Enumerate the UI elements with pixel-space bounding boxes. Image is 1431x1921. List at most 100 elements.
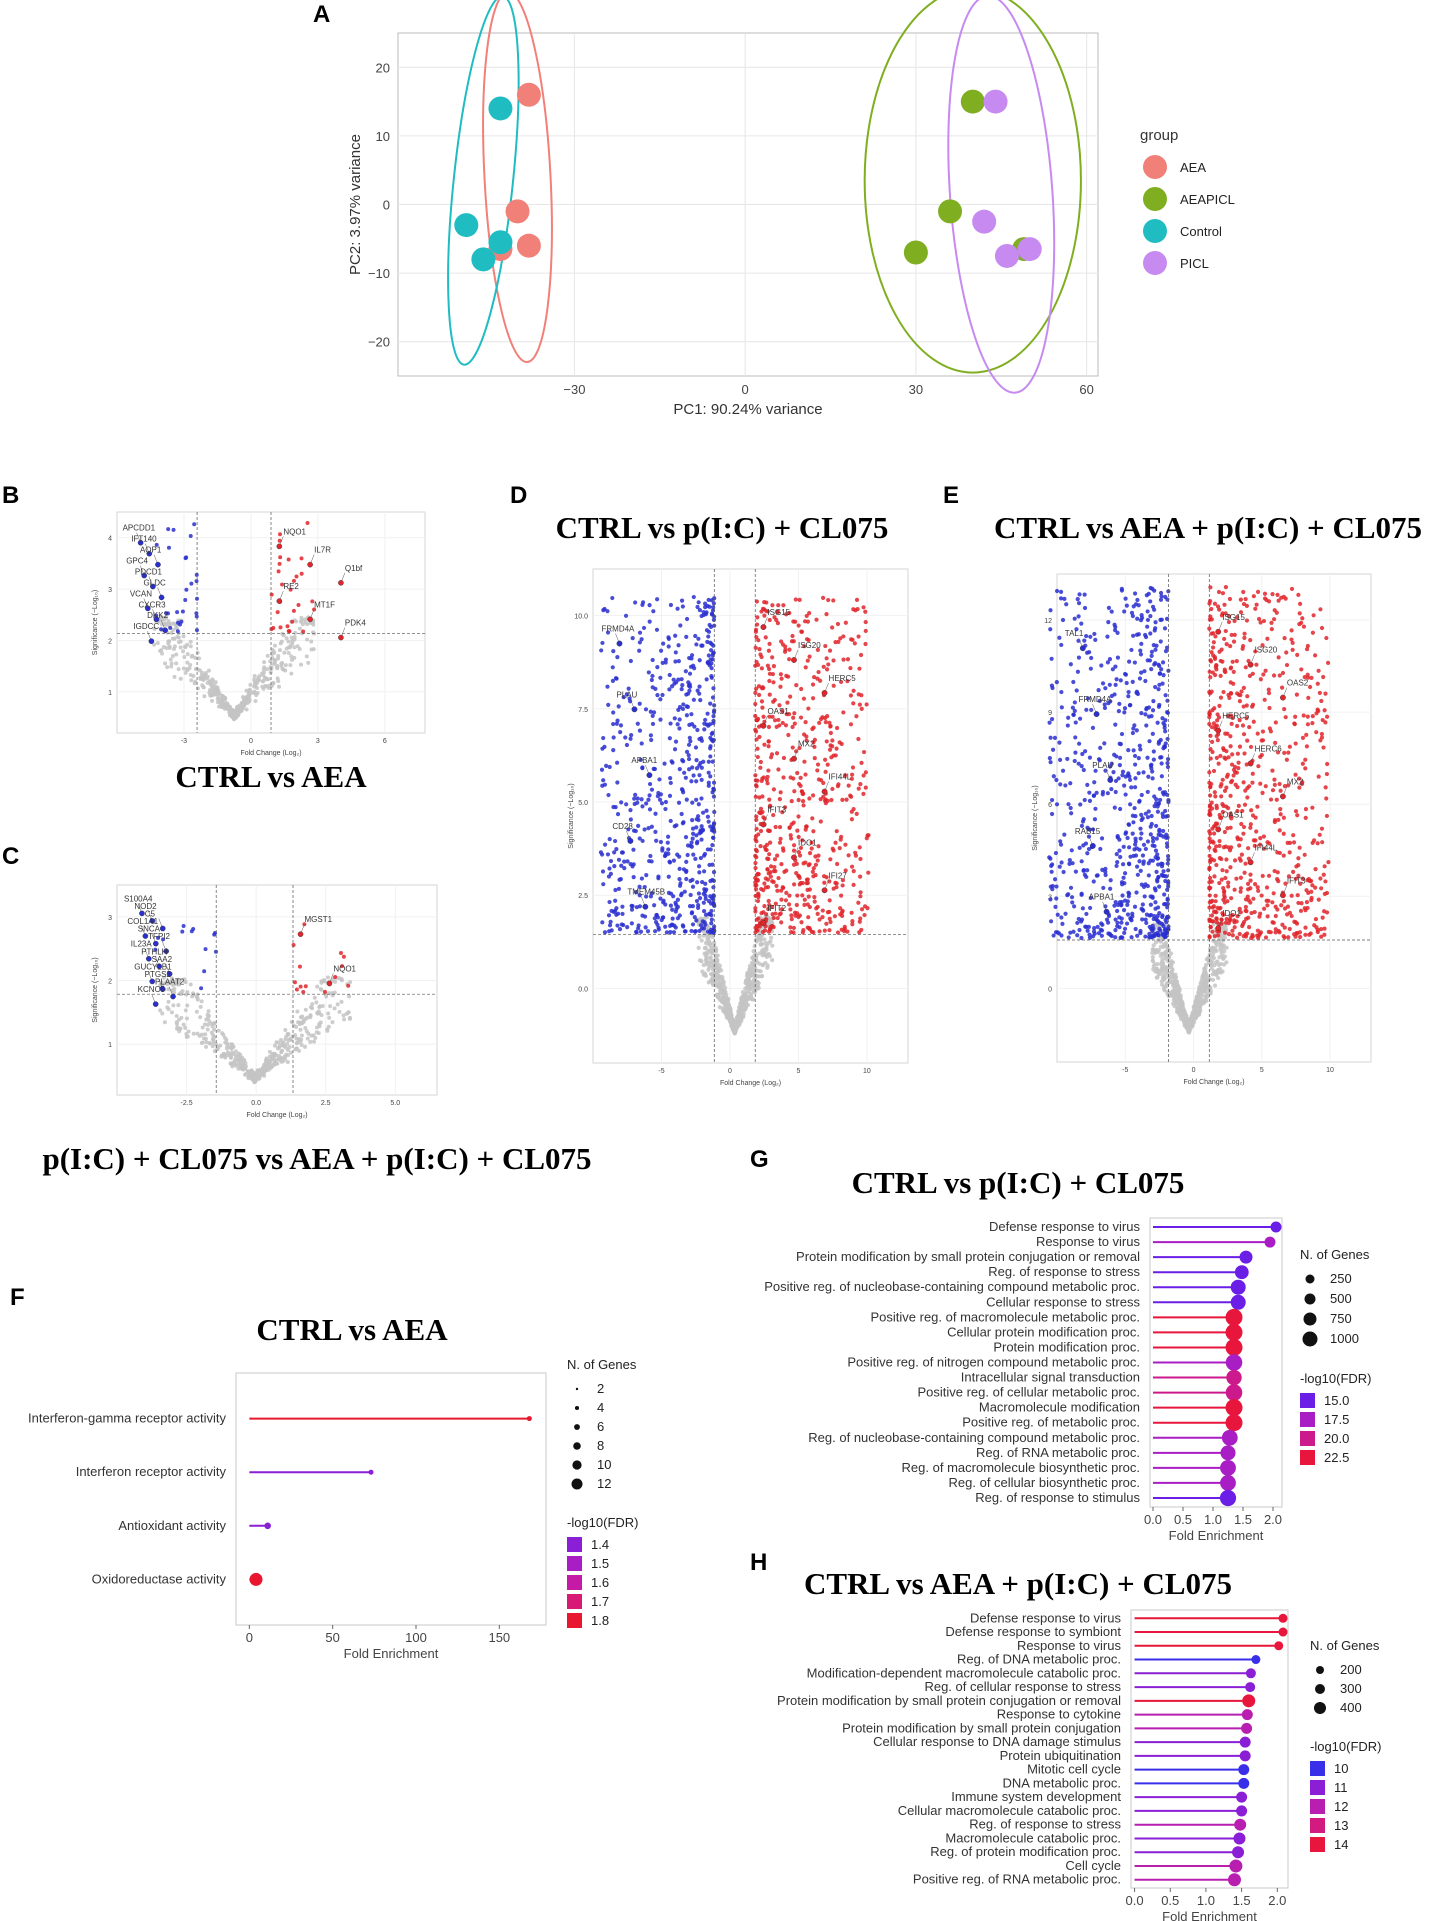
volcano-point-ns bbox=[276, 679, 281, 684]
gene-label: SAA2 bbox=[152, 955, 173, 964]
volcano-point-down bbox=[1105, 791, 1110, 796]
volcano-point-down bbox=[694, 797, 699, 802]
volcano-point-down bbox=[180, 609, 185, 614]
volcano-point-ns bbox=[257, 674, 262, 679]
volcano-point-down bbox=[663, 806, 668, 812]
volcano-point-up bbox=[826, 662, 831, 667]
volcano-point-down bbox=[1085, 650, 1090, 655]
pca-ytick-label: 0 bbox=[383, 198, 390, 213]
volcano-point-up bbox=[864, 702, 869, 707]
volcano-point-up bbox=[789, 913, 794, 918]
gene-label-point bbox=[149, 978, 156, 985]
volcano-point-ns bbox=[766, 940, 771, 945]
volcano-point-down bbox=[1103, 872, 1108, 878]
gene-label-point bbox=[156, 963, 163, 970]
volcano-point-down bbox=[650, 721, 656, 727]
volcano-point-up bbox=[766, 648, 772, 653]
volcano-point-down bbox=[1048, 627, 1053, 632]
volcano-point-ns bbox=[246, 1075, 251, 1080]
volcano-point-up bbox=[804, 824, 809, 829]
volcano-point-down bbox=[690, 800, 695, 805]
volcano-ytick-label: 3 bbox=[108, 587, 112, 594]
volcano-point-up bbox=[303, 984, 308, 989]
gene-label: CD28 bbox=[612, 822, 633, 831]
volcano-point-up bbox=[859, 760, 864, 765]
volcano-point-up bbox=[827, 648, 833, 653]
volcano-point-down bbox=[708, 774, 713, 779]
volcano-point-up bbox=[824, 921, 829, 926]
volcano-point-ns bbox=[319, 987, 324, 992]
volcano-point-up bbox=[827, 928, 832, 933]
gene-label-point bbox=[616, 640, 623, 647]
volcano-point-up bbox=[806, 706, 811, 711]
volcano-point-down bbox=[674, 823, 679, 828]
volcano-point-down bbox=[695, 727, 700, 733]
volcano-point-up bbox=[278, 555, 283, 560]
volcano-point-down bbox=[708, 746, 713, 751]
volcano-point-down bbox=[1075, 597, 1080, 602]
volcano-point-down bbox=[194, 628, 199, 633]
volcano-point-down bbox=[1119, 916, 1124, 921]
volcano-point-ns bbox=[720, 974, 725, 980]
volcano-xtick-label: -5 bbox=[658, 1068, 664, 1075]
volcano-point-down bbox=[701, 869, 707, 874]
volcano-point-down bbox=[710, 842, 715, 848]
volcano-point-up bbox=[753, 645, 758, 650]
volcano-point-ns bbox=[235, 706, 240, 711]
volcano-point-down bbox=[647, 781, 653, 787]
volcano-point-ns bbox=[252, 674, 257, 679]
volcano-point-down bbox=[1148, 912, 1154, 918]
volcano-point-down bbox=[711, 617, 717, 622]
volcano-point-ns bbox=[172, 674, 177, 679]
volcano-xtick-label: 10 bbox=[863, 1068, 871, 1075]
volcano-point-down bbox=[711, 737, 716, 743]
volcano-point-ns bbox=[214, 690, 219, 695]
volcano-point-ns bbox=[295, 644, 300, 649]
volcano-point-down bbox=[1087, 798, 1093, 803]
volcano-point-down bbox=[1138, 747, 1143, 752]
gene-label-point bbox=[760, 624, 767, 630]
volcano-point-up bbox=[766, 739, 772, 744]
volcano-point-down bbox=[617, 926, 623, 932]
volcano-point-ns bbox=[727, 1006, 732, 1011]
volcano-point-up bbox=[799, 920, 804, 925]
volcano-point-ns bbox=[1217, 955, 1222, 960]
volcano-point-up bbox=[863, 641, 868, 647]
volcano-point-down bbox=[667, 860, 673, 865]
volcano-point-up bbox=[339, 950, 344, 955]
volcano-point-down bbox=[691, 594, 696, 600]
volcano-point-down bbox=[639, 637, 644, 642]
volcano-point-down bbox=[1102, 705, 1108, 711]
volcano-point-down bbox=[1083, 749, 1088, 754]
volcano-point-ns bbox=[288, 1036, 293, 1041]
volcano-point-down bbox=[672, 716, 677, 721]
volcano-point-down bbox=[168, 625, 173, 630]
gene-label-point bbox=[166, 971, 173, 977]
volcano-point-ns bbox=[223, 1040, 228, 1045]
volcano-point-up bbox=[812, 756, 817, 761]
volcano-point-up bbox=[857, 845, 862, 850]
volcano-point-ns bbox=[174, 661, 179, 666]
volcano-point-up bbox=[796, 623, 801, 628]
volcano-point-down bbox=[655, 597, 660, 602]
volcano-point-ns bbox=[306, 660, 311, 665]
volcano-point-ns bbox=[268, 659, 273, 664]
volcano-point-up bbox=[779, 897, 784, 902]
gene-label: KCNC5 bbox=[138, 985, 166, 994]
volcano-point-down bbox=[701, 909, 707, 914]
volcano-point-ns bbox=[747, 967, 752, 972]
volcano-point-down bbox=[1068, 805, 1073, 811]
volcano-point-down bbox=[711, 721, 716, 726]
volcano-point-ns bbox=[175, 1026, 180, 1031]
volcano-point-ns bbox=[753, 974, 758, 979]
gene-label: IFT140 bbox=[131, 535, 157, 544]
volcano-point-up bbox=[834, 725, 840, 731]
volcano-point-down bbox=[606, 913, 612, 918]
volcano-ytick-label: 12 bbox=[1044, 618, 1052, 625]
volcano-point-down bbox=[1148, 631, 1153, 636]
volcano-point-up bbox=[835, 861, 840, 867]
volcano-point-ns bbox=[225, 702, 230, 707]
volcano-point-ns bbox=[224, 1046, 229, 1051]
volcano-point-down bbox=[166, 527, 171, 532]
